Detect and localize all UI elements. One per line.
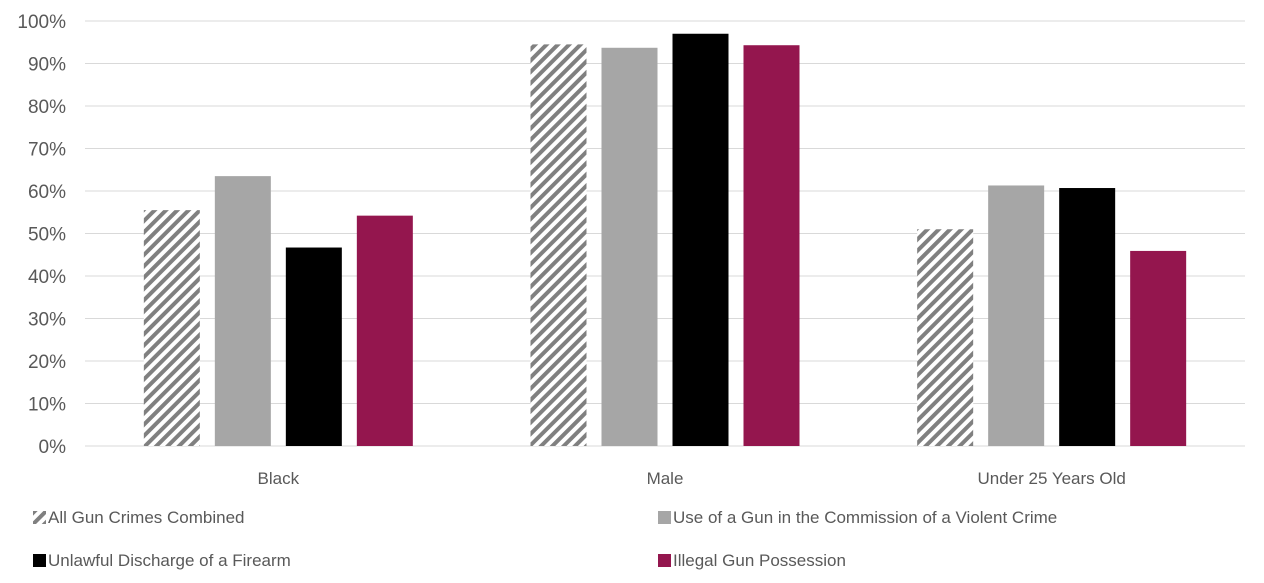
legend-label: Unlawful Discharge of a Firearm bbox=[48, 551, 291, 570]
y-axis-tick-labels: 0% 10% 20% 30% 40% 50% 60% 70% 80% 90% 100% bbox=[17, 12, 66, 458]
bar-2-2 bbox=[1059, 188, 1116, 446]
bar-2-3 bbox=[1130, 250, 1187, 446]
y-tick-label: 40% bbox=[28, 267, 66, 288]
gridlines bbox=[85, 20, 1245, 447]
y-tick-label: 30% bbox=[28, 310, 66, 331]
bars bbox=[143, 33, 1187, 447]
y-tick-label: 80% bbox=[28, 97, 66, 118]
y-tick-label: 90% bbox=[28, 55, 66, 76]
bar-0-1 bbox=[214, 176, 271, 446]
legend-label: Illegal Gun Possession bbox=[673, 551, 846, 570]
category-labels: Black Male Under 25 Years Old bbox=[258, 469, 1126, 488]
legend-swatch bbox=[33, 511, 46, 524]
bar-1-3 bbox=[743, 45, 800, 446]
bar-1-0 bbox=[530, 44, 587, 446]
y-tick-label: 70% bbox=[28, 140, 66, 161]
y-tick-label: 10% bbox=[28, 395, 66, 416]
y-tick-label: 20% bbox=[28, 352, 66, 373]
bar-0-0 bbox=[143, 210, 200, 446]
category-label: Under 25 Years Old bbox=[977, 469, 1125, 488]
y-tick-label: 60% bbox=[28, 182, 66, 203]
legend-swatch bbox=[658, 511, 671, 524]
y-tick-label: 0% bbox=[39, 437, 67, 458]
bar-2-0 bbox=[917, 229, 974, 446]
y-tick-label: 50% bbox=[28, 225, 66, 246]
bar-1-1 bbox=[601, 47, 658, 447]
category-label: Black bbox=[258, 469, 300, 488]
legend-label: All Gun Crimes Combined bbox=[48, 508, 245, 527]
legend-swatch bbox=[33, 554, 46, 567]
bar-0-2 bbox=[285, 247, 342, 446]
legend-swatch bbox=[658, 554, 671, 567]
category-label: Male bbox=[647, 469, 684, 488]
legend: All Gun Crimes Combined Use of a Gun in t… bbox=[33, 508, 1057, 570]
y-tick-label: 100% bbox=[17, 12, 66, 33]
legend-label: Use of a Gun in the Commission of a Viol… bbox=[673, 508, 1057, 527]
bar-0-3 bbox=[356, 215, 413, 446]
bar-1-2 bbox=[672, 33, 729, 446]
bar-2-1 bbox=[988, 185, 1045, 446]
